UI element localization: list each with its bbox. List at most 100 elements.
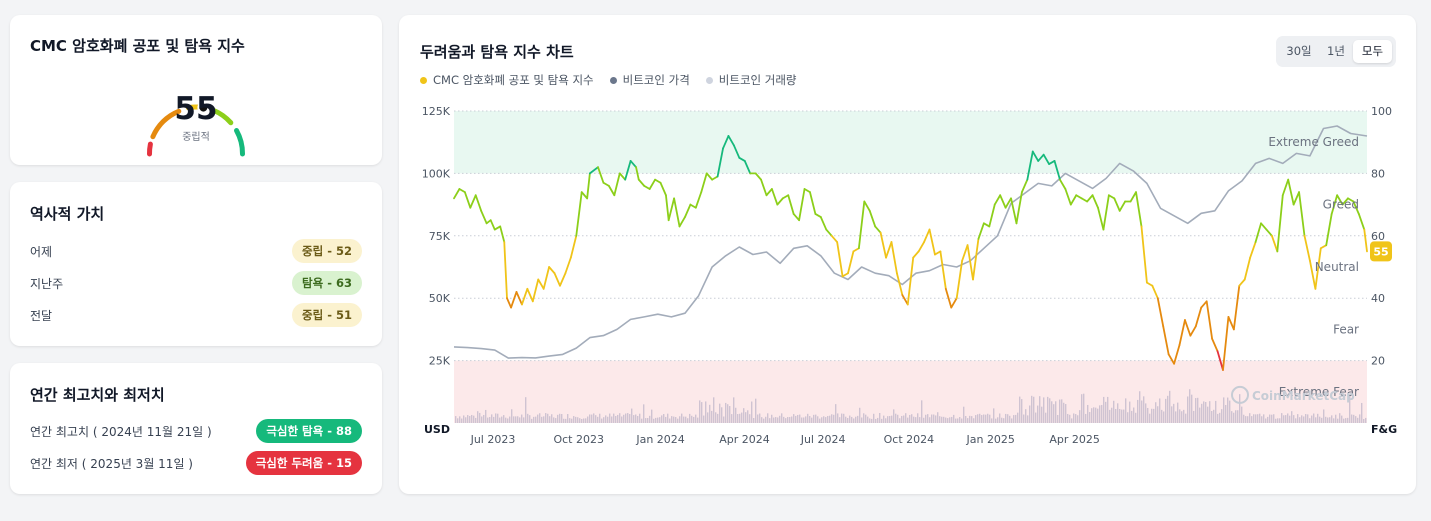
volume-bar [735, 407, 737, 423]
volume-bar [1141, 400, 1143, 423]
fear-greed-segment [569, 234, 578, 259]
legend-item-btc-price[interactable]: 비트코인 가격 [609, 72, 690, 88]
volume-bar [715, 412, 717, 423]
volume-bar [771, 414, 773, 423]
fear-greed-segment [1287, 178, 1295, 206]
volume-bar [761, 417, 763, 423]
volume-bar [685, 416, 687, 423]
volume-bar [1217, 413, 1219, 423]
y-right-tick-label: 80 [1371, 167, 1385, 180]
fear-greed-segment [1178, 319, 1186, 346]
volume-bar [969, 415, 971, 423]
volume-bar [529, 415, 531, 423]
volume-bar [1195, 398, 1197, 423]
fear-greed-segment [814, 213, 822, 218]
volume-bar [1025, 409, 1027, 423]
volume-bar [617, 414, 619, 423]
volume-bar [605, 415, 607, 423]
volume-bar [717, 413, 719, 423]
volume-bar [981, 415, 983, 423]
volume-bar [585, 418, 587, 423]
fear-greed-segment [526, 287, 534, 303]
fear-greed-segment [1107, 194, 1116, 200]
fear-greed-segment [776, 197, 784, 206]
volume-bar [627, 413, 629, 423]
volume-bar [871, 418, 873, 423]
volume-bar [863, 413, 865, 423]
range-button-1y[interactable]: 1년 [1327, 44, 1345, 58]
volume-bar [1237, 410, 1239, 423]
extreme-fear-zone [454, 360, 1367, 423]
fear-greed-segment [1173, 344, 1181, 365]
fear-greed-segment [955, 259, 964, 300]
volume-bar [1083, 393, 1085, 423]
volume-bar [579, 418, 581, 423]
volume-bar [513, 416, 515, 423]
volume-bar [671, 416, 673, 423]
volume-bar [1227, 397, 1229, 423]
fear-greed-segment [765, 188, 773, 197]
volume-bar [1283, 415, 1285, 423]
legend-item-fear-greed[interactable]: CMC 암호화폐 공포 및 탐욕 지수 [420, 72, 594, 88]
volume-bar [1273, 414, 1275, 423]
fear-greed-segment [493, 225, 502, 231]
legend-item-btc-volume[interactable]: 비트코인 거래량 [705, 72, 797, 88]
volume-bar [847, 417, 849, 423]
volume-bar [961, 418, 963, 423]
volume-bar [575, 416, 577, 423]
fear-greed-segment [559, 272, 567, 287]
zone-label: Fear [1333, 322, 1359, 336]
volume-bar [679, 416, 681, 423]
volume-bar [471, 414, 473, 423]
fear-greed-segment [1336, 194, 1344, 206]
volume-bar [809, 416, 811, 423]
volume-bar [873, 413, 875, 423]
volume-bar [1215, 400, 1217, 423]
volume-bar [803, 417, 805, 423]
legend-label: CMC 암호화폐 공포 및 탐욕 지수 [433, 73, 594, 87]
fear-greed-gauge-card: CMC 암호화폐 공포 및 탐욕 지수 55 중립적 [10, 15, 382, 165]
fear-greed-segment [972, 238, 980, 281]
volume-bar [825, 417, 827, 423]
fear-greed-segment [474, 194, 483, 212]
volume-bar [1209, 401, 1211, 423]
fear-greed-segment [754, 172, 762, 181]
history-row-yesterday: 어제 중립 - 52 [30, 238, 362, 264]
volume-bar [865, 414, 867, 423]
fear-greed-segment [510, 291, 518, 309]
volume-bar [1093, 407, 1095, 423]
volume-bar [1183, 409, 1185, 423]
volume-bar [509, 416, 511, 423]
volume-bar [603, 417, 605, 423]
volume-bar [903, 415, 905, 423]
range-button-all[interactable]: 모두 [1353, 40, 1392, 63]
volume-bar [751, 401, 753, 423]
volume-bar [495, 413, 497, 423]
fear-greed-segment [1211, 337, 1219, 353]
volume-bar [467, 415, 469, 423]
fear-greed-segment [1075, 194, 1083, 200]
volume-bar [905, 413, 907, 423]
y-left-tick-label: 100K [422, 167, 451, 180]
fear-greed-segment [1200, 300, 1208, 309]
yearly-high-badge: 극심한 탐욕 - 88 [256, 419, 362, 443]
volume-bar [999, 413, 1001, 423]
fear-greed-chart[interactable]: Extreme Greed Greed Neutral Fear Extreme Fea… [399, 15, 1416, 494]
x-tick-label: Jan 2024 [635, 433, 684, 446]
historical-values-card: 역사적 가치 어제 중립 - 52 지난주 탐욕 - 63 전달 중립 - 51 [10, 182, 382, 346]
volume-bar [893, 409, 895, 423]
volume-bar [1173, 403, 1175, 423]
gauge-segment-greed [211, 108, 234, 126]
volume-bar [469, 416, 471, 423]
chart-title: 두려움과 탐욕 지수 차트 [420, 43, 574, 61]
fear-greed-segment [830, 234, 839, 243]
volume-bar [1157, 406, 1159, 423]
volume-bar [733, 397, 735, 423]
volume-bar [489, 417, 491, 423]
range-button-30d[interactable]: 30일 [1286, 44, 1312, 58]
fear-greed-segment [635, 166, 640, 181]
fear-greed-segment [803, 188, 811, 194]
volume-bar [1019, 396, 1021, 423]
volume-bar [729, 406, 731, 423]
volume-bar [501, 416, 503, 423]
